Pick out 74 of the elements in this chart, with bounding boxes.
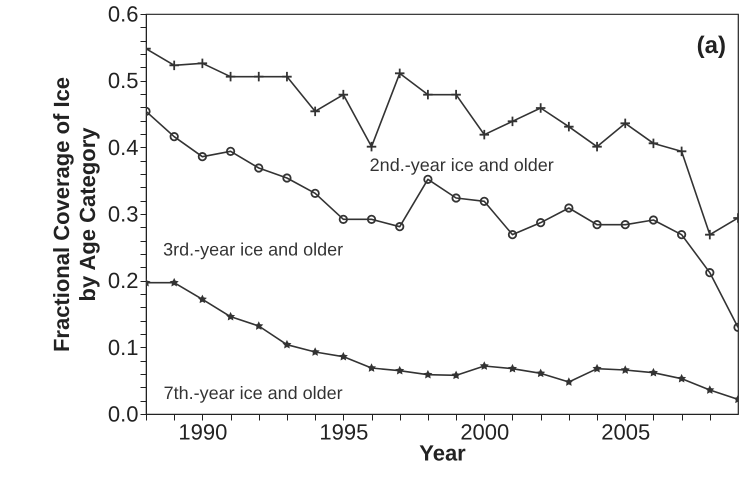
- y-axis-title: Fractional Coverage of Ice by Age Category: [48, 76, 100, 352]
- series-label: 7th.-year ice and older: [164, 383, 343, 403]
- point: [563, 121, 574, 132]
- x-tick-label: 1995: [319, 420, 368, 444]
- point: [564, 203, 574, 213]
- point: [310, 188, 320, 198]
- point: [648, 368, 658, 377]
- point: [367, 363, 376, 372]
- annotation: (a): [696, 32, 726, 59]
- point: [226, 146, 236, 156]
- point: [648, 138, 660, 149]
- point: [620, 118, 631, 129]
- point: [198, 294, 207, 304]
- point: [564, 377, 574, 386]
- point: [170, 278, 179, 287]
- point: [480, 196, 489, 206]
- x-tick-label: 2005: [601, 420, 650, 444]
- y-tick-label: 0.0: [108, 402, 138, 426]
- point: [338, 214, 348, 224]
- point: [704, 229, 716, 240]
- point: [366, 214, 376, 224]
- point: [282, 173, 292, 183]
- point: [536, 218, 546, 228]
- y-tick-label: 0.3: [108, 202, 138, 226]
- point: [168, 60, 180, 71]
- y-tick-label: 0.6: [108, 2, 138, 26]
- point: [253, 71, 264, 82]
- point: [423, 370, 432, 379]
- y-tick-label: 0.4: [108, 134, 138, 160]
- series-label: 3rd.-year ice and older: [163, 240, 344, 260]
- point: [508, 364, 517, 373]
- point: [592, 364, 602, 373]
- y-tick-label: 0.1: [108, 334, 138, 360]
- point: [338, 352, 348, 361]
- point: [282, 340, 292, 349]
- series-label: 2nd.-year ice and older: [370, 155, 554, 175]
- point: [677, 230, 686, 240]
- point: [677, 374, 686, 383]
- point: [310, 106, 321, 117]
- point: [423, 174, 433, 184]
- point: [591, 141, 603, 152]
- point: [366, 141, 378, 152]
- point: [394, 68, 406, 79]
- point: [281, 71, 293, 82]
- x-tick-label: 1990: [178, 420, 228, 444]
- point: [535, 102, 546, 114]
- point: [254, 321, 264, 330]
- point: [480, 361, 489, 370]
- point: [198, 152, 207, 162]
- point: [478, 129, 490, 140]
- point: [310, 347, 320, 356]
- y-tick-label: 0.2: [108, 268, 138, 294]
- point: [226, 312, 236, 321]
- point: [338, 89, 349, 100]
- point: [450, 89, 462, 100]
- y-tick-label: 0.5: [108, 68, 138, 94]
- point: [536, 368, 546, 378]
- point: [254, 163, 264, 173]
- point: [395, 222, 404, 232]
- point: [705, 268, 714, 278]
- point: [676, 146, 688, 157]
- point: [451, 193, 461, 203]
- point: [592, 220, 602, 230]
- point: [196, 58, 208, 69]
- point: [620, 365, 630, 374]
- point: [508, 230, 518, 240]
- point: [620, 220, 630, 230]
- point: [648, 215, 658, 225]
- point: [705, 385, 714, 394]
- point: [395, 366, 404, 375]
- point: [422, 89, 434, 100]
- point: [506, 116, 518, 127]
- point: [224, 71, 236, 82]
- point: [170, 132, 179, 142]
